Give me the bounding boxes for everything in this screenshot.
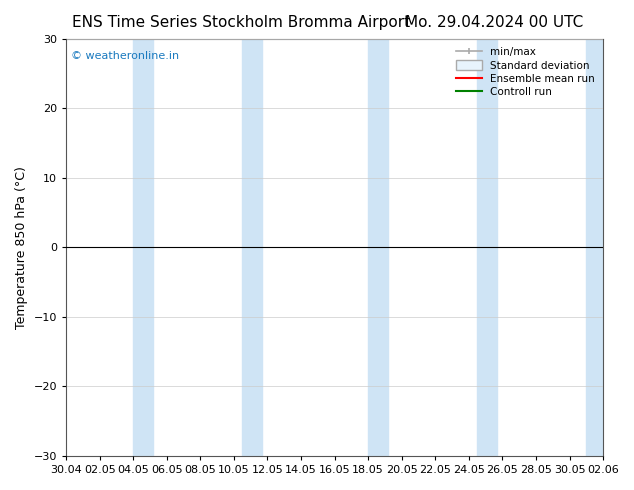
Text: © weatheronline.in: © weatheronline.in: [72, 51, 179, 61]
Y-axis label: Temperature 850 hPa (°C): Temperature 850 hPa (°C): [15, 166, 28, 329]
Bar: [242, 39, 262, 456]
Bar: [368, 39, 388, 456]
Bar: [133, 39, 153, 456]
Legend: min/max, Standard deviation, Ensemble mean run, Controll run: min/max, Standard deviation, Ensemble me…: [453, 44, 598, 100]
Text: Mo. 29.04.2024 00 UTC: Mo. 29.04.2024 00 UTC: [405, 15, 583, 30]
Bar: [586, 39, 607, 456]
Text: ENS Time Series Stockholm Bromma Airport: ENS Time Series Stockholm Bromma Airport: [72, 15, 410, 30]
Bar: [477, 39, 498, 456]
